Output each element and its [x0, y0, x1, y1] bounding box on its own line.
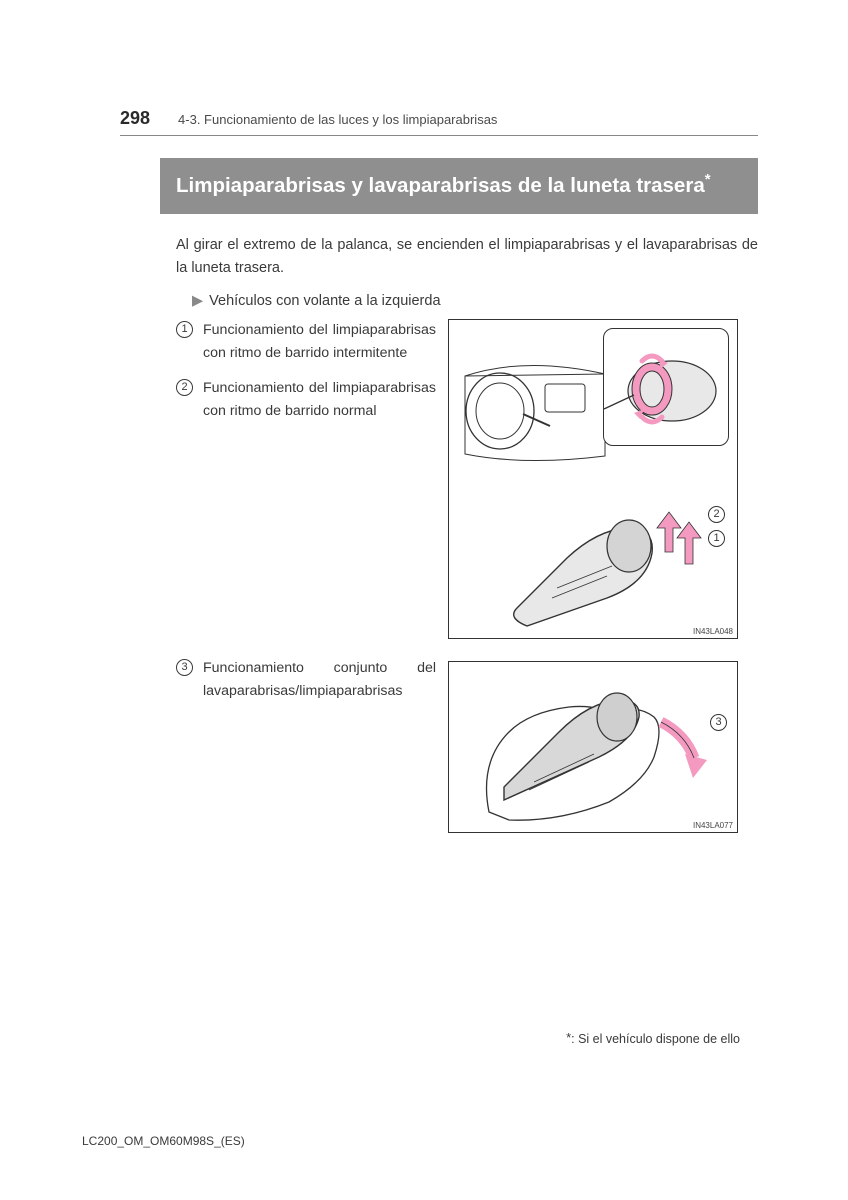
- list-item: 1 Funcionamiento del limpiaparabrisas co…: [176, 319, 436, 364]
- step-number-icon: 1: [176, 321, 193, 338]
- arrow-group-icon: [653, 508, 713, 578]
- figure-column-2: 3 IN43LA077: [448, 657, 738, 833]
- figure-inset: [603, 328, 729, 446]
- figure-code: IN43LA077: [693, 821, 733, 830]
- step-text: Funcionamiento conjunto del lavaparabris…: [203, 657, 436, 702]
- page-header: 298 4-3. Funcionamiento de las luces y l…: [120, 108, 758, 136]
- footnote-text: : Si el vehículo dispone de ello: [571, 1032, 740, 1046]
- content-block-1: 1 Funcionamiento del limpiaparabrisas co…: [176, 319, 758, 639]
- lever-pull-illustration: [449, 662, 739, 834]
- figure-code: IN43LA048: [693, 627, 733, 636]
- list-item: 2 Funcionamiento del limpiaparabrisas co…: [176, 377, 436, 422]
- title-text: Limpiaparabrisas y lavaparabrisas de la …: [176, 174, 705, 197]
- figure-column-1: 2 1 IN43LA048: [448, 319, 738, 639]
- figure-2: 3 IN43LA077: [448, 661, 738, 833]
- section-title: Limpiaparabrisas y lavaparabrisas de la …: [160, 158, 758, 214]
- subhead-marker-icon: ▶: [192, 293, 203, 309]
- content-block-2: 3 Funcionamiento conjunto del lavaparabr…: [176, 657, 758, 833]
- text-column-2: 3 Funcionamiento conjunto del lavaparabr…: [176, 657, 436, 714]
- document-code: LC200_OM_OM60M98S_(ES): [82, 1134, 245, 1148]
- step-number-icon: 2: [176, 379, 193, 396]
- step-text: Funcionamiento del limpiaparabrisas con …: [203, 377, 436, 422]
- step-text: Funcionamiento del limpiaparabrisas con …: [203, 319, 436, 364]
- callout-2: 2: [708, 506, 725, 523]
- figure-1: 2 1 IN43LA048: [448, 319, 738, 639]
- callout-1: 1: [708, 530, 725, 547]
- section-reference: 4-3. Funcionamiento de las luces y los l…: [178, 112, 497, 127]
- list-item: 3 Funcionamiento conjunto del lavaparabr…: [176, 657, 436, 702]
- lever-closeup-icon: [604, 329, 730, 447]
- page-number: 298: [120, 108, 150, 129]
- subheading: ▶ Vehículos con volante a la izquierda: [192, 293, 758, 309]
- title-asterisk: *: [705, 171, 711, 188]
- intro-paragraph: Al girar el extremo de la palanca, se en…: [176, 234, 758, 282]
- step-number-icon: 3: [176, 659, 193, 676]
- text-column-1: 1 Funcionamiento del limpiaparabrisas co…: [176, 319, 436, 434]
- dashboard-illustration: [455, 326, 615, 476]
- footnote: *: Si el vehículo dispone de ello: [566, 1030, 740, 1046]
- subhead-text: Vehículos con volante a la izquierda: [209, 293, 440, 309]
